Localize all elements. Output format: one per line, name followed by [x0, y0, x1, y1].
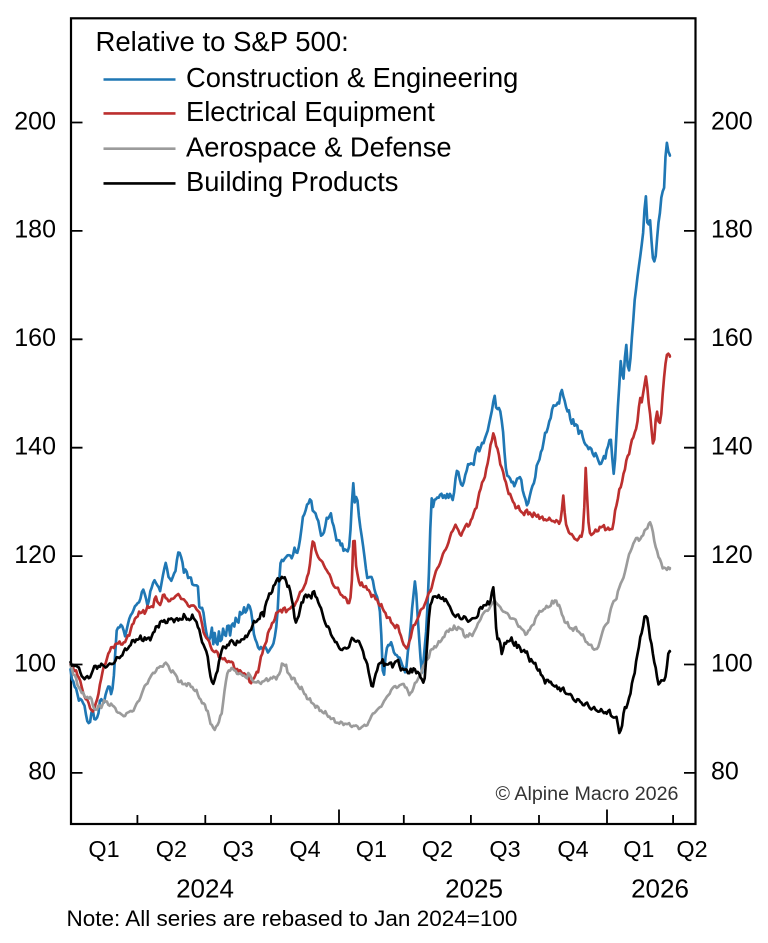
- svg-text:160: 160: [711, 324, 753, 352]
- svg-text:2024: 2024: [176, 874, 234, 904]
- svg-text:140: 140: [14, 433, 56, 461]
- svg-text:100: 100: [711, 649, 753, 677]
- svg-text:Q2: Q2: [676, 836, 707, 862]
- svg-text:Construction & Engineering: Construction & Engineering: [186, 62, 518, 93]
- svg-text:© Alpine Macro 2026: © Alpine Macro 2026: [495, 783, 678, 805]
- svg-text:Aerospace & Defense: Aerospace & Defense: [186, 131, 452, 162]
- svg-text:Q3: Q3: [489, 836, 520, 862]
- svg-text:80: 80: [711, 758, 739, 786]
- svg-text:160: 160: [14, 324, 56, 352]
- svg-text:Q4: Q4: [557, 836, 588, 862]
- svg-text:Q1: Q1: [88, 836, 119, 862]
- svg-text:2025: 2025: [445, 874, 503, 904]
- svg-text:Q4: Q4: [289, 836, 320, 862]
- svg-text:Q3: Q3: [223, 836, 254, 862]
- svg-text:200: 200: [14, 107, 56, 135]
- svg-text:Q1: Q1: [356, 836, 387, 862]
- svg-text:Q2: Q2: [422, 836, 453, 862]
- svg-text:140: 140: [711, 433, 753, 461]
- svg-text:100: 100: [14, 649, 56, 677]
- svg-text:180: 180: [14, 216, 56, 244]
- svg-text:120: 120: [711, 541, 753, 569]
- svg-text:180: 180: [711, 216, 753, 244]
- svg-text:Relative to S&P 500:: Relative to S&P 500:: [96, 26, 349, 57]
- svg-text:Q1: Q1: [623, 836, 654, 862]
- svg-text:200: 200: [711, 107, 753, 135]
- svg-text:2026: 2026: [631, 874, 689, 904]
- svg-text:Q2: Q2: [156, 836, 187, 862]
- svg-text:80: 80: [28, 758, 56, 786]
- svg-text:Building Products: Building Products: [186, 166, 398, 197]
- svg-text:Electrical Equipment: Electrical Equipment: [186, 96, 435, 127]
- svg-text:120: 120: [14, 541, 56, 569]
- svg-text:Note: All series are rebased t: Note: All series are rebased to Jan 2024…: [67, 906, 518, 931]
